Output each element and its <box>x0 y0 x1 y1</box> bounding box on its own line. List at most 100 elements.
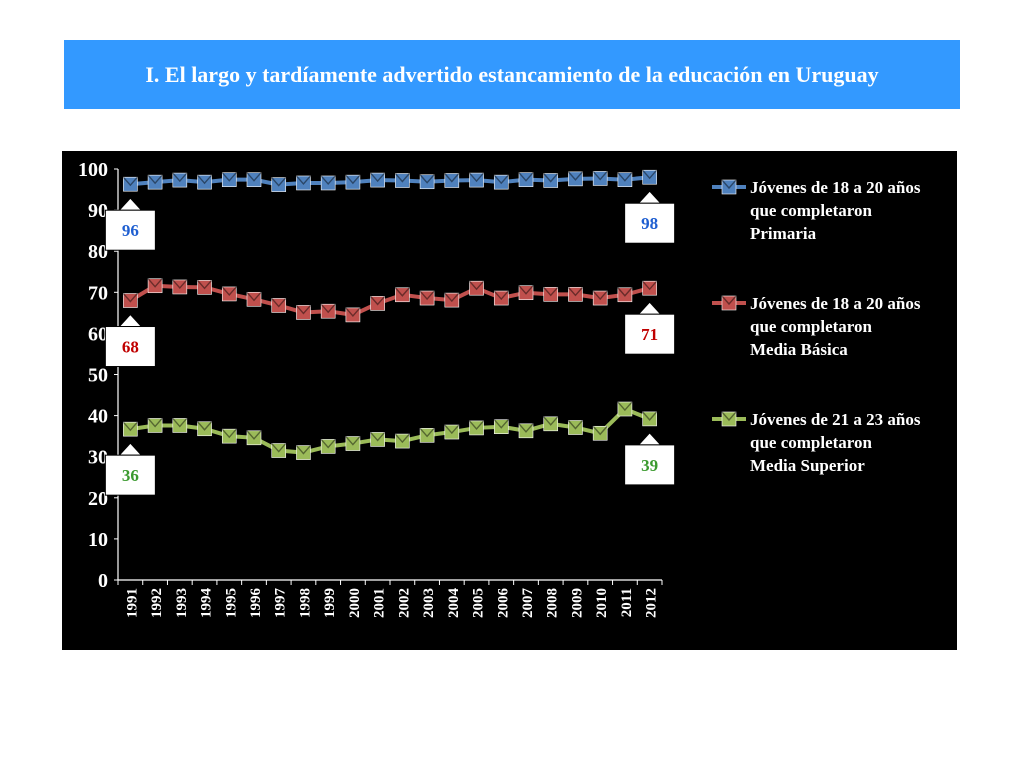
data-point <box>246 291 262 307</box>
marker-shade <box>721 179 737 190</box>
marker-shade <box>295 445 311 455</box>
data-point <box>493 419 509 434</box>
marker-shade <box>617 401 633 412</box>
callout-box <box>624 444 676 486</box>
callout-1991-1: 96 <box>104 197 156 251</box>
marker-shade <box>345 307 361 317</box>
data-point <box>345 174 361 190</box>
data-point <box>345 436 361 451</box>
legend-text: Jóvenes de 18 a 20 años <box>750 178 921 197</box>
data-point <box>320 175 336 191</box>
marker-shade <box>197 174 213 185</box>
legend-text: que completaron <box>750 317 873 336</box>
x-tick-label: 2012 <box>644 588 660 618</box>
callout-label: 71 <box>641 325 658 344</box>
marker-shade <box>197 279 213 290</box>
data-point <box>642 169 657 185</box>
x-tick-label: 2005 <box>471 588 487 618</box>
marker-shade <box>444 173 460 183</box>
data-point <box>617 172 633 187</box>
data-point <box>617 287 633 303</box>
data-point <box>172 279 188 295</box>
data-point <box>592 425 608 441</box>
y-tick-label: 30 <box>88 447 108 469</box>
data-point <box>172 418 188 433</box>
callout-box <box>104 209 156 251</box>
x-tick-label: 1993 <box>174 588 190 618</box>
data-point <box>147 418 163 433</box>
marker-shade <box>320 438 336 449</box>
data-point <box>568 420 583 435</box>
marker-shade <box>518 423 534 433</box>
marker-shade <box>246 291 262 302</box>
x-tick-label: 2006 <box>495 588 511 619</box>
x-tick-label: 2004 <box>446 588 462 619</box>
marker-shade <box>172 279 188 290</box>
marker-shade <box>493 419 509 429</box>
slide-title-bar: I. El largo y tardíamente advertido esta… <box>64 40 960 109</box>
marker-shade <box>721 295 737 306</box>
marker-shade <box>122 176 138 187</box>
marker-shade <box>493 290 509 301</box>
marker-shade <box>592 290 608 301</box>
x-tick-label: 1999 <box>322 588 338 618</box>
marker-shade <box>221 172 237 182</box>
data-point <box>444 424 460 440</box>
data-point <box>197 421 212 437</box>
marker-shade <box>197 421 213 431</box>
data-point <box>469 172 484 188</box>
marker-shade <box>543 173 559 183</box>
marker-shade <box>469 172 485 183</box>
marker-shade <box>642 280 658 291</box>
data-point <box>493 174 509 190</box>
callout-arrow <box>637 432 662 446</box>
data-point <box>592 171 608 186</box>
marker-shade <box>147 418 163 428</box>
marker-shade <box>617 172 633 182</box>
x-tick-label: 2007 <box>520 588 536 619</box>
callout-arrow <box>118 313 143 328</box>
y-tick-label: 40 <box>88 406 108 428</box>
y-tick-label: 10 <box>88 529 108 551</box>
x-tick-label: 1994 <box>199 588 215 619</box>
callout-2012-1: 98 <box>624 190 676 244</box>
x-tick-label: 2002 <box>396 588 412 618</box>
data-point <box>296 445 311 460</box>
data-point <box>246 172 262 187</box>
marker-shade <box>295 304 311 315</box>
callout-arrow <box>637 190 662 204</box>
marker-shade <box>320 303 336 314</box>
data-point <box>123 293 138 308</box>
x-tick-label: 2008 <box>545 588 561 618</box>
marker-shade <box>246 172 262 182</box>
x-tick-label: 2000 <box>347 588 363 618</box>
legend-entry-1: Jóvenes de 18 a 20 años que completaron Pr… <box>712 178 921 243</box>
data-point <box>419 290 435 306</box>
data-point <box>568 171 583 187</box>
data-point <box>444 173 460 188</box>
callout-label: 39 <box>641 456 658 475</box>
callouts: 96 98 68 71 36 39 <box>104 190 676 496</box>
data-point <box>395 433 410 449</box>
callout-box <box>104 454 156 496</box>
callout-arrow <box>118 442 143 456</box>
legend-text: Media Superior <box>750 456 865 475</box>
x-tick-label: 2009 <box>569 588 585 618</box>
data-point <box>271 177 287 192</box>
data-point <box>147 278 163 294</box>
marker-shade <box>592 425 608 436</box>
data-point <box>197 174 212 190</box>
marker-shade <box>469 280 485 291</box>
marker-shade <box>147 174 163 185</box>
data-point <box>543 287 559 302</box>
callout-label: 98 <box>641 214 658 233</box>
marker-shade <box>172 172 188 183</box>
legend-marker <box>721 179 737 195</box>
legend-entry-2: Jóvenes de 18 a 20 años que completaron Me… <box>712 294 921 359</box>
data-point <box>271 298 287 313</box>
marker-shade <box>394 287 410 297</box>
marker-shade <box>147 278 163 288</box>
y-tick-label: 50 <box>88 365 108 387</box>
data-point <box>320 439 336 454</box>
marker-shade <box>271 443 287 453</box>
